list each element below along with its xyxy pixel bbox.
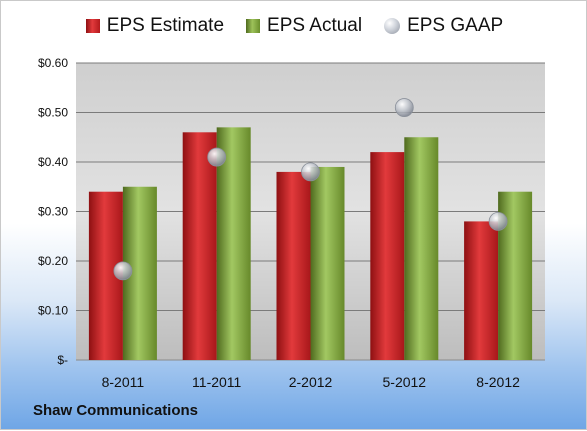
legend-swatch-eps-actual: [246, 19, 261, 33]
marker-eps-gaap: [394, 98, 414, 117]
marker-eps-gaap: [113, 261, 133, 281]
y-tick-label: $0.20: [38, 254, 68, 268]
bar-eps-actual: [310, 166, 345, 360]
legend-label-eps-gaap: EPS GAAP: [407, 15, 504, 36]
bar-eps-estimate: [464, 221, 499, 360]
bar-eps-estimate: [370, 152, 405, 360]
y-tick-label: $0.30: [38, 205, 68, 219]
legend-item-eps-gaap: EPS GAAP: [384, 15, 503, 37]
legend-item-eps-actual: EPS Actual: [246, 15, 362, 37]
bar-eps-estimate: [182, 132, 217, 360]
y-tick-label: $0.10: [38, 304, 68, 318]
bar-eps-actual: [404, 137, 439, 360]
bar-eps-estimate: [276, 171, 311, 360]
marker-eps-gaap: [301, 162, 320, 182]
x-tick-label: 5-2012: [383, 374, 427, 390]
legend-label-eps-estimate: EPS Estimate: [106, 15, 225, 36]
marker-eps-gaap: [207, 147, 227, 167]
legend-swatch-eps-gaap: [384, 18, 401, 34]
company-name: Shaw Communications: [33, 402, 199, 419]
bar-eps-actual: [216, 127, 251, 360]
legend: EPS Estimate EPS Actual EPS GAAP: [1, 15, 587, 37]
x-tick-label: 8-2011: [102, 374, 145, 390]
legend-label-eps-actual: EPS Actual: [267, 15, 363, 36]
legend-swatch-eps-estimate: [85, 19, 100, 33]
x-tick-label: 2-2012: [289, 374, 333, 390]
y-tick-label: $0.40: [38, 155, 68, 169]
y-tick-label: $-: [57, 353, 68, 367]
x-tick-label: 11-2011: [192, 374, 242, 390]
legend-item-eps-estimate: EPS Estimate: [85, 15, 225, 37]
y-tick-label: $0.60: [38, 56, 68, 70]
x-tick-label: 8-2012: [476, 374, 520, 390]
y-tick-label: $0.50: [38, 106, 68, 120]
marker-eps-gaap: [488, 211, 508, 231]
